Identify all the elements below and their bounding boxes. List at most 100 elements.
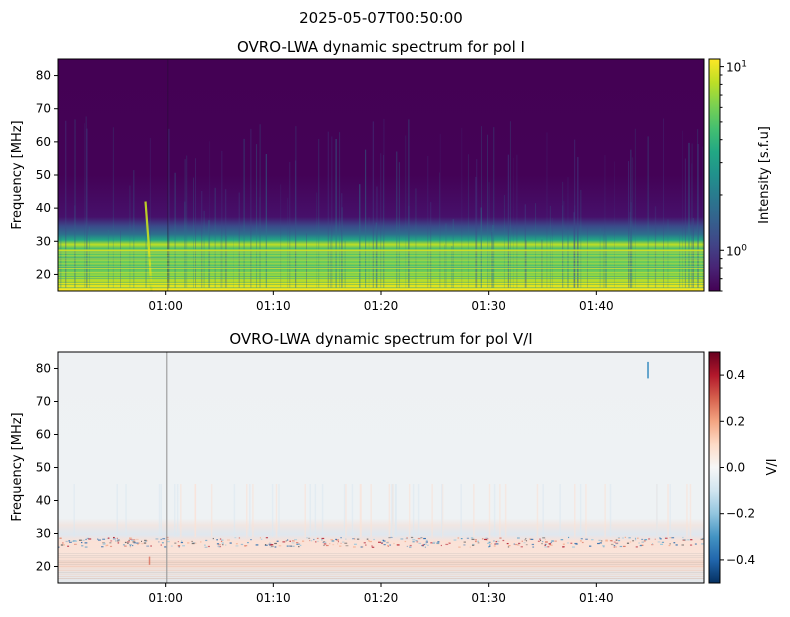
panel-pol-vi-colorbar-ticks: 0.4 0.2 0.0 −0.2 −0.4 [720, 368, 755, 567]
noise-pixel [204, 544, 206, 546]
noise-pixel [550, 541, 553, 544]
noise-pixel [301, 540, 305, 542]
noise-pixel [373, 538, 375, 541]
noise-pixel [615, 539, 618, 541]
noise-pixel [383, 544, 386, 546]
y-tick-label: 80 [36, 362, 51, 376]
noise-pixel [634, 537, 637, 539]
noise-pixel [371, 545, 373, 547]
x-tick-label: 01:40 [579, 591, 614, 605]
noise-pixel [472, 543, 475, 546]
noise-pixel [388, 537, 391, 539]
noise-pixel [458, 546, 461, 548]
noise-pixel [166, 538, 169, 540]
noise-pixel [453, 539, 457, 541]
noise-pixel [507, 546, 510, 548]
noise-pixel [424, 543, 427, 545]
noise-pixel [274, 546, 277, 548]
noise-pixel [276, 540, 279, 542]
noise-pixel [247, 541, 249, 544]
noise-pixel [250, 539, 252, 541]
colorbar-tick-label: −0.2 [726, 507, 755, 521]
noise-pixel [63, 544, 65, 546]
noise-pixel [570, 542, 573, 544]
bright-burst [144, 201, 153, 291]
noise-pixel [485, 537, 488, 539]
noise-pixel [651, 543, 654, 545]
y-tick-label: 70 [36, 102, 51, 116]
noise-pixel [615, 542, 619, 544]
noise-pixel [270, 545, 274, 547]
noise-pixel [366, 538, 369, 540]
noise-pixel [626, 542, 630, 544]
panel-pol-vi: OVRO-LWA dynamic spectrum for pol V/I Fr… [10, 330, 780, 605]
noise-pixel [164, 546, 167, 548]
noise-pixel [409, 546, 412, 548]
noise-pixel [269, 542, 271, 544]
noise-pixel [187, 542, 190, 544]
noise-pixel [285, 540, 287, 542]
noise-pixel [618, 537, 620, 540]
panel-pol-vi-ylabel: Frequency [MHz] [10, 412, 25, 521]
noise-pixel [207, 545, 210, 548]
x-tick-label: 01:30 [471, 591, 506, 605]
noise-pixel [82, 539, 85, 541]
noise-pixel [635, 539, 637, 541]
noise-pixel [547, 546, 550, 548]
noise-pixel [551, 540, 554, 542]
noise-pixel [128, 539, 130, 542]
panel-pol-vi-title: OVRO-LWA dynamic spectrum for pol V/I [229, 330, 532, 348]
noise-pixel [332, 544, 335, 546]
noise-pixel [218, 544, 221, 546]
x-tick-label: 01:00 [148, 299, 183, 313]
noise-pixel [490, 543, 492, 545]
noise-pixel [542, 537, 546, 539]
noise-pixel [137, 543, 139, 546]
noise-pixel [117, 539, 120, 541]
noise-pixel [244, 545, 248, 547]
noise-pixel [694, 543, 697, 545]
noise-pixel [405, 537, 408, 540]
noise-pixel [632, 540, 635, 542]
noise-pixel [291, 542, 295, 544]
noise-pixel [227, 539, 230, 541]
noise-pixel [579, 540, 582, 542]
x-tick-label: 01:10 [256, 591, 291, 605]
noise-pixel [360, 546, 363, 548]
figure-suptitle: 2025-05-07T00:50:00 [299, 9, 463, 27]
noise-pixel [356, 538, 360, 540]
noise-pixel [591, 539, 594, 541]
noise-pixel [477, 542, 480, 544]
noise-pixel [84, 542, 88, 544]
noise-pixel [702, 537, 704, 540]
noise-pixel [613, 545, 616, 547]
noise-pixel [417, 537, 421, 540]
noise-pixel [238, 537, 241, 539]
noise-pixel [477, 540, 480, 542]
noise-pixel [316, 537, 319, 540]
noise-pixel [124, 541, 127, 544]
noise-pixel [602, 545, 605, 547]
noise-pixel [641, 538, 644, 541]
noise-pixel [264, 544, 268, 546]
noise-pixel [132, 539, 136, 541]
noise-pixel [324, 541, 327, 543]
noise-pixel [639, 544, 642, 547]
noise-pixel [548, 543, 551, 545]
noise-pixel [568, 536, 570, 539]
noise-pixel [378, 541, 381, 543]
noise-pixel [224, 544, 227, 546]
noise-pixel [474, 539, 477, 541]
noise-pixel [487, 542, 490, 544]
noise-pixel [216, 539, 219, 541]
noise-pixel [229, 542, 232, 544]
noise-pixel [129, 545, 132, 547]
noise-pixel [432, 542, 436, 544]
y-tick-label: 40 [36, 494, 51, 508]
noise-pixel [524, 539, 526, 541]
noise-pixel [141, 540, 143, 542]
noise-pixel [489, 544, 491, 546]
noise-pixel [325, 544, 329, 547]
colorbar-tick-label: −0.4 [726, 553, 755, 567]
